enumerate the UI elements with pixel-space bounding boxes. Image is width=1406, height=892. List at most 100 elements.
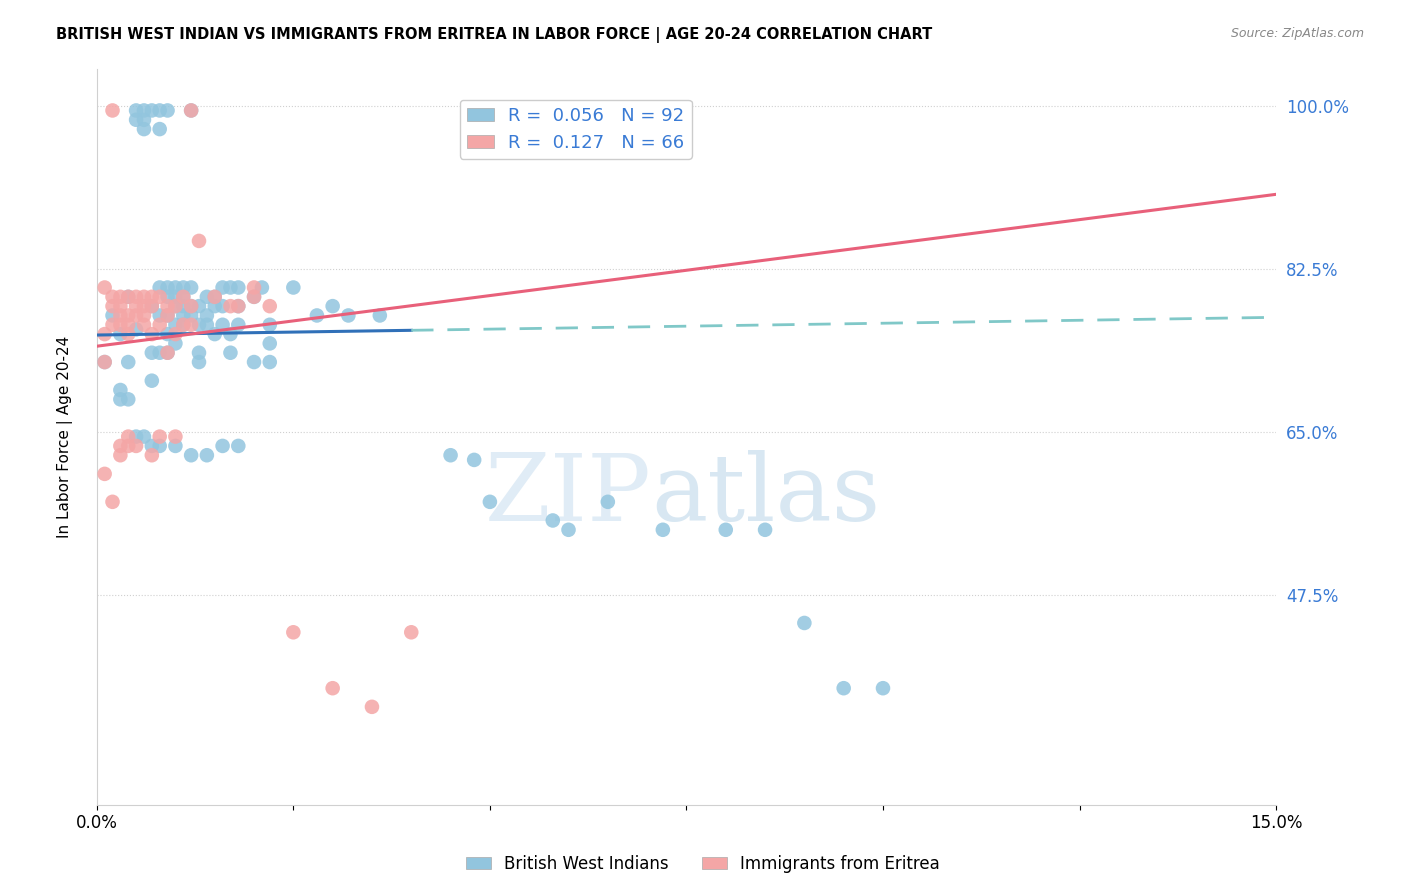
Point [125,439,148,453]
Point [226,280,249,294]
Point [149,439,172,453]
Point [156,309,179,323]
Point [125,322,148,336]
Point [368,309,391,323]
Legend: British West Indians, Immigrants from Eritrea: British West Indians, Immigrants from Er… [460,848,946,880]
Point [226,299,249,313]
Point [557,523,579,537]
Point [243,290,266,304]
Point [117,327,139,342]
Point [180,309,202,323]
Point [172,290,194,304]
Point [204,290,226,304]
Point [204,327,226,342]
Point [110,318,132,332]
Point [141,448,163,462]
Point [259,355,281,369]
Point [149,345,172,359]
Point [132,318,155,332]
Point [211,439,233,453]
Point [149,290,172,304]
Point [322,681,344,696]
Point [188,345,211,359]
Point [110,290,132,304]
Point [149,429,172,443]
Point [149,280,172,294]
Point [156,299,179,313]
Point [180,318,202,332]
Point [125,103,148,118]
Point [125,290,148,304]
Point [195,290,218,304]
Point [172,309,194,323]
Point [172,290,194,304]
Point [219,280,242,294]
Point [156,280,179,294]
Point [165,299,187,313]
Point [156,327,179,342]
Point [149,309,172,323]
Point [110,327,132,342]
Point [101,290,124,304]
Point [117,318,139,332]
Point [714,523,737,537]
Point [110,383,132,397]
Point [211,299,233,313]
Point [141,103,163,118]
Point [188,234,211,248]
Point [165,318,187,332]
Point [110,299,132,313]
Point [172,318,194,332]
Point [337,309,360,323]
Point [305,309,328,323]
Point [204,299,226,313]
Point [101,495,124,509]
Point [156,309,179,323]
Point [188,355,211,369]
Point [132,429,155,443]
Point [259,336,281,351]
Point [322,299,344,313]
Point [117,309,139,323]
Point [117,392,139,407]
Point [211,318,233,332]
Point [250,280,273,294]
Point [165,280,187,294]
Point [125,112,148,127]
Point [195,318,218,332]
Point [195,448,218,462]
Point [101,309,124,323]
Point [156,345,179,359]
Point [172,299,194,313]
Legend: R =  0.056   N = 92, R =  0.127   N = 66: R = 0.056 N = 92, R = 0.127 N = 66 [460,100,692,159]
Point [117,355,139,369]
Point [180,103,202,118]
Point [149,103,172,118]
Point [219,345,242,359]
Point [141,299,163,313]
Text: ZIP: ZIP [484,450,651,541]
Point [141,439,163,453]
Point [156,103,179,118]
Point [110,439,132,453]
Point [165,327,187,342]
Point [165,439,187,453]
Point [117,290,139,304]
Point [172,318,194,332]
Point [165,299,187,313]
Point [180,448,202,462]
Point [141,290,163,304]
Text: Source: ZipAtlas.com: Source: ZipAtlas.com [1230,27,1364,40]
Point [439,448,461,462]
Point [125,309,148,323]
Point [117,290,139,304]
Point [226,299,249,313]
Point [172,280,194,294]
Point [754,523,776,537]
Point [141,374,163,388]
Point [165,336,187,351]
Point [226,318,249,332]
Text: atlas: atlas [651,450,880,541]
Point [125,299,148,313]
Point [226,439,249,453]
